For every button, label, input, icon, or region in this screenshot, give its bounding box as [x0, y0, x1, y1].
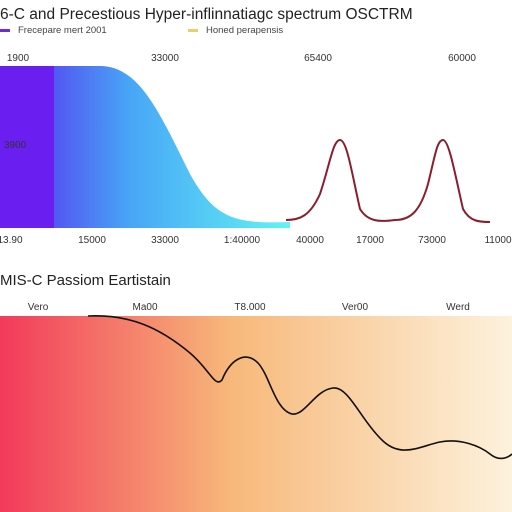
- legend-item-2: Honed perapensis: [188, 25, 283, 39]
- legend-label-2: Honed perapensis: [206, 25, 284, 36]
- bottom-tick-0: 13.90: [0, 235, 23, 246]
- passiom-area: [0, 316, 512, 512]
- legend-item-1: Frecepare mert 2001: [0, 25, 107, 39]
- y-label-left: 3900: [4, 140, 27, 151]
- top2-tick-1: Ma00: [132, 302, 157, 313]
- bottom-tick-3: 1:40000: [224, 235, 261, 246]
- top-tick-0: 1900: [7, 53, 30, 64]
- top-tick-1: 33000: [151, 53, 179, 64]
- top2-tick-2: T8.000: [234, 302, 266, 313]
- bottom-tick-1: 15000: [78, 235, 106, 246]
- top-tick-3: 60000: [448, 53, 476, 64]
- top-axis-ticks-2: Vero Ma00 T8.000 Ver00 Werd: [28, 302, 470, 313]
- legend-label-1: Frecepare mert 2001: [18, 25, 107, 36]
- spectrum-chart: 1900 33000 65400 60000 3900 13.90 15000 33000…: [0, 53, 512, 246]
- legend-swatch-icon: [188, 28, 198, 32]
- top2-tick-4: Werd: [446, 302, 470, 313]
- top-tick-2: 65400: [304, 53, 332, 64]
- bottom-tick-7: 11000: [484, 235, 512, 246]
- top2-tick-0: Vero: [28, 302, 49, 313]
- bottom-tick-2: 33000: [151, 235, 179, 246]
- spectrum-block: [0, 66, 54, 228]
- bottom-tick-6: 73000: [418, 235, 446, 246]
- top-axis-ticks: 1900 33000 65400 60000: [7, 53, 476, 64]
- peaks-line: [285, 138, 491, 223]
- bottom-tick-5: 17000: [356, 235, 384, 246]
- bottom-axis-ticks: 13.90 15000 33000 1:40000 40000 17000 73000 110…: [0, 235, 512, 246]
- spectrum-area: [0, 66, 290, 228]
- legend-swatch-icon: [0, 28, 10, 32]
- passiom-line: [87, 315, 512, 460]
- bottom-tick-4: 40000: [296, 235, 324, 246]
- chart-title-bottom: MIS-C Passiom Eartistain: [0, 272, 171, 289]
- passiom-chart: Vero Ma00 T8.000 Ver00 Werd: [0, 302, 512, 512]
- top2-tick-3: Ver00: [342, 302, 369, 313]
- chart-title-top: 6-C and Precestious Hyper-inflinnatiagc …: [0, 6, 413, 23]
